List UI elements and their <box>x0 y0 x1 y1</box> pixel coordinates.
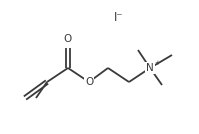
Text: +: + <box>154 60 160 66</box>
Text: I⁻: I⁻ <box>114 11 123 24</box>
Text: N: N <box>146 63 154 73</box>
Text: O: O <box>64 34 72 44</box>
Text: O: O <box>85 77 93 87</box>
